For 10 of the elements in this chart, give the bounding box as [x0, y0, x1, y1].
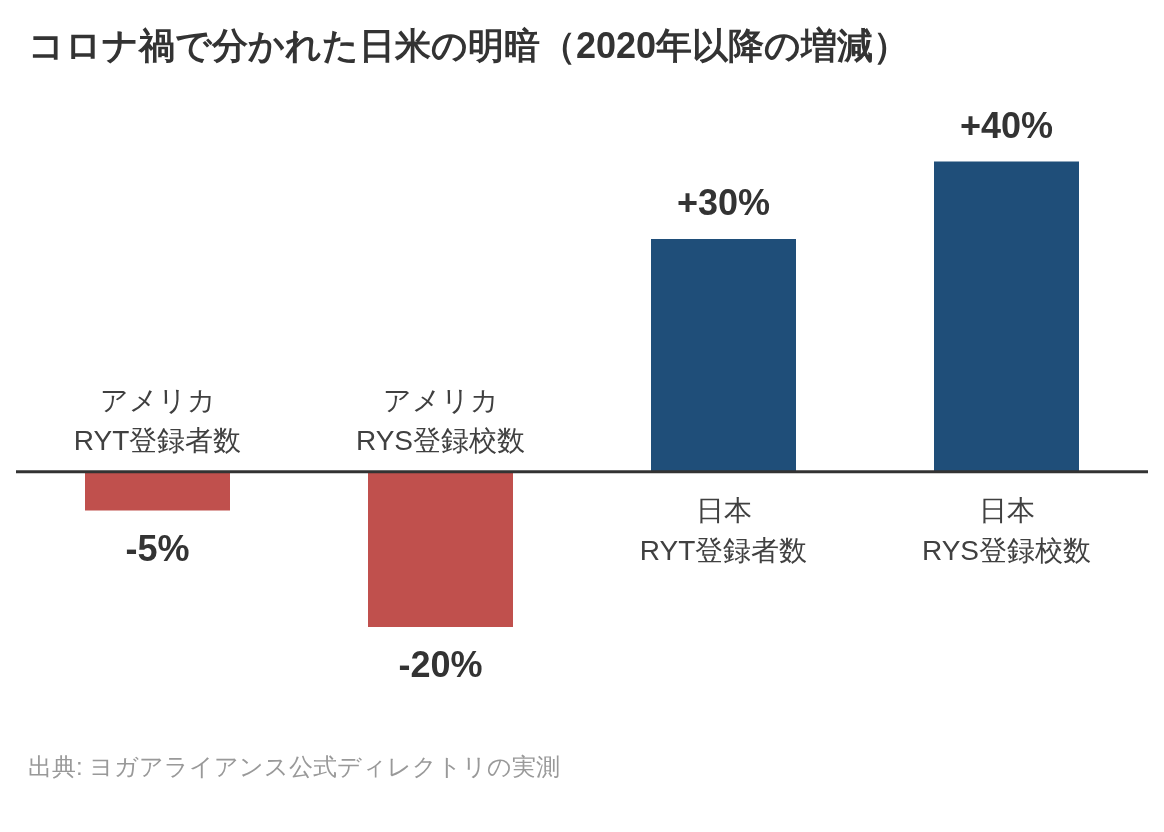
data-label: -20% — [398, 643, 483, 685]
x-tick-label: 日本 RYS登録校数 — [921, 494, 1092, 566]
x-tick-label: アメリカ RYS登録校数 — [355, 384, 526, 456]
data-label: -5% — [125, 527, 190, 569]
data-label: +40% — [959, 104, 1054, 146]
x-tick-label: 日本 RYT登録者数 — [639, 494, 808, 566]
x-tick-label: アメリカ RYT登録者数 — [73, 384, 242, 456]
chart-title: コロナ禍で分かれた日米の明暗（2020年以降の増減） — [27, 24, 911, 68]
source-note: 出典: ヨガアライアンス公式ディレクトリの実測 — [27, 752, 562, 782]
data-label: +30% — [676, 182, 771, 224]
